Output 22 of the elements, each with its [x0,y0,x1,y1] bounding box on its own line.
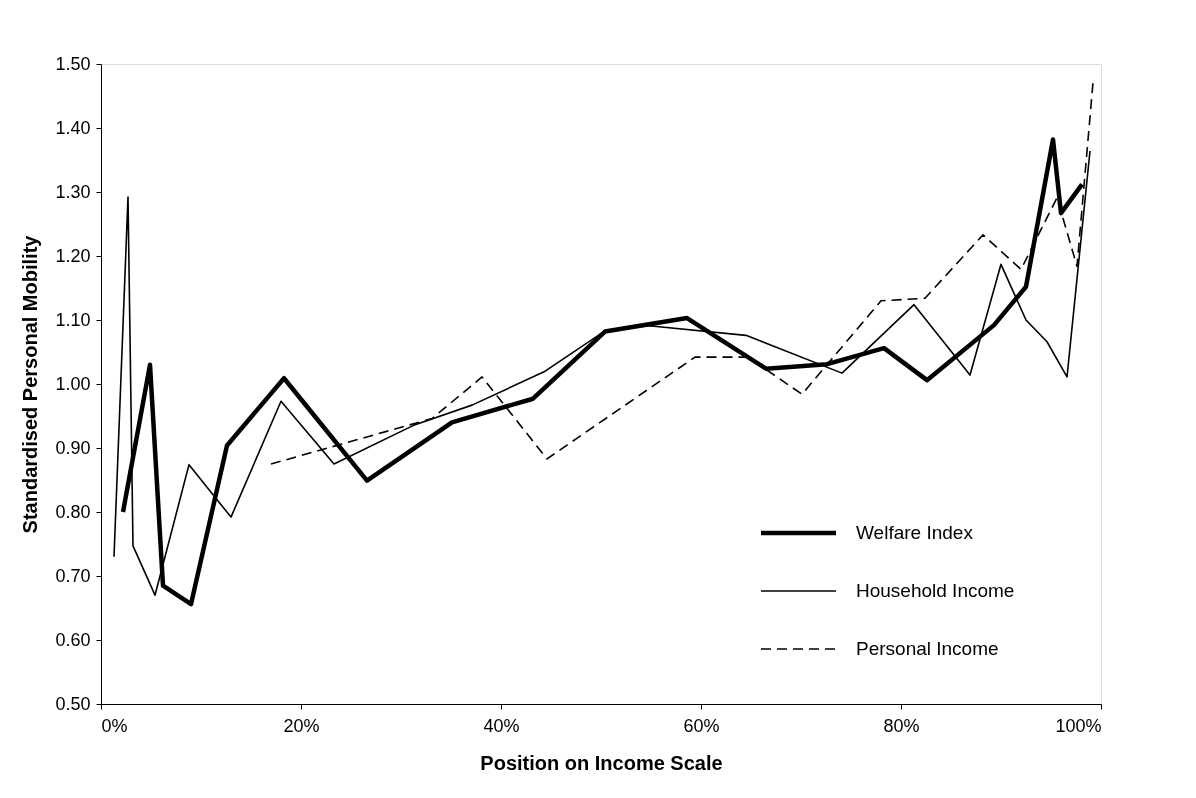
y-tick-label: 0.80 [55,501,91,522]
y-tick-label: 1.30 [55,181,91,202]
y-tick-label: 1.00 [55,373,91,394]
y-tick-label: 1.10 [55,309,91,330]
legend-label: Personal Income [856,638,999,659]
y-tick-label: 1.20 [55,245,91,266]
x-tick-label: 20% [283,715,320,736]
y-tick-label: 1.50 [55,53,91,74]
x-axis-title: Position on Income Scale [480,751,723,774]
x-tick-label: 40% [483,715,520,736]
x-tick-label: 60% [683,715,720,736]
x-tick-label: 80% [883,715,920,736]
y-axis-title: Standardised Personal Mobility [19,234,42,534]
x-tick-label: 0% [101,715,128,736]
y-tick-label: 1.40 [55,117,91,138]
legend-label: Welfare Index [856,522,974,543]
y-tick-label: 0.90 [55,437,91,458]
legend-label: Household Income [856,580,1015,601]
x-tick-label: 100% [1055,715,1102,736]
y-tick-label: 0.50 [55,693,91,714]
y-tick-label: 0.60 [55,629,91,650]
y-tick-label: 0.70 [55,565,91,586]
